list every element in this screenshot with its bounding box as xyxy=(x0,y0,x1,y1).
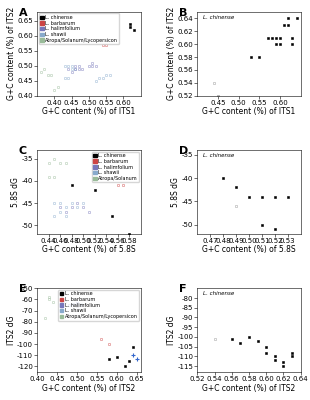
X-axis label: G+C content (%) of ITS1: G+C content (%) of ITS1 xyxy=(42,107,135,116)
X-axis label: G+C content (%) of ITS2: G+C content (%) of ITS2 xyxy=(202,384,296,392)
Y-axis label: ITS2 dG: ITS2 dG xyxy=(167,315,176,345)
X-axis label: G+C content (%) of 5.8S: G+C content (%) of 5.8S xyxy=(202,246,296,254)
Y-axis label: G+C content (%) of ITS2: G+C content (%) of ITS2 xyxy=(7,7,16,100)
X-axis label: G+C content (%) of ITS1: G+C content (%) of ITS1 xyxy=(202,107,296,116)
Text: A: A xyxy=(19,8,27,18)
X-axis label: G+C content (%) of 5.8S: G+C content (%) of 5.8S xyxy=(42,246,136,254)
Text: B: B xyxy=(179,8,187,18)
Legend: L. chinense, L. barbarum, L. halimfolium, L. shawii, Atropa/Solanum/Lycopersicon: L. chinense, L. barbarum, L. halimfolium… xyxy=(58,290,139,320)
Text: L. chinense: L. chinense xyxy=(202,153,234,158)
Legend: L. chinense, L. barbarum, L. halimfolium, L. shawii, Atropa/Solanum: L. chinense, L. barbarum, L. halimfolium… xyxy=(92,152,139,182)
Text: C: C xyxy=(19,146,27,156)
Legend: L. chinense, L. barbarum, L. halimfolium, L. shawii, Atropa/Solanum/Lycopersicon: L. chinense, L. barbarum, L. halimfolium… xyxy=(39,14,119,44)
Text: L. chinense: L. chinense xyxy=(202,291,234,296)
Text: D: D xyxy=(179,146,188,156)
Y-axis label: G+C content (%) of ITS2: G+C content (%) of ITS2 xyxy=(167,7,176,100)
Y-axis label: 5.8S dG: 5.8S dG xyxy=(11,177,20,207)
X-axis label: G+C content (%) of ITS2: G+C content (%) of ITS2 xyxy=(42,384,135,392)
Text: F: F xyxy=(179,284,186,294)
Y-axis label: 5.8S dG: 5.8S dG xyxy=(171,177,180,207)
Text: E: E xyxy=(19,284,26,294)
Y-axis label: ITS2 dG: ITS2 dG xyxy=(7,315,16,345)
Text: L. chinense: L. chinense xyxy=(202,14,234,20)
